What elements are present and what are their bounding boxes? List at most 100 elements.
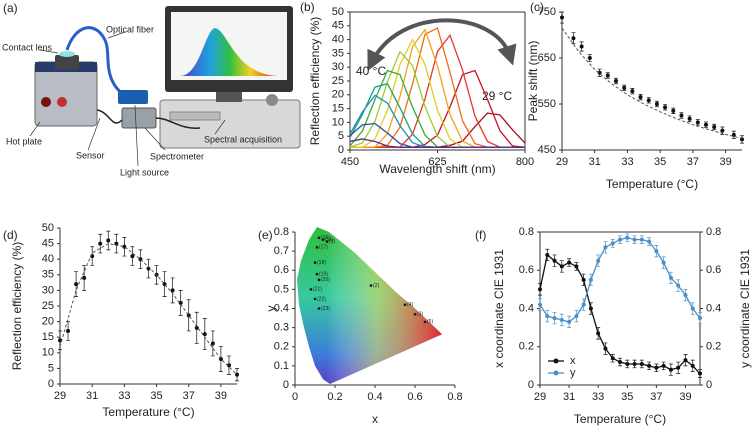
point bbox=[581, 277, 586, 282]
point-label: (16) bbox=[321, 235, 330, 241]
point bbox=[581, 302, 586, 307]
point bbox=[605, 73, 610, 78]
setup-illustration: (a) Optical fiber Contact lens Hot plate… bbox=[2, 1, 301, 177]
x-tick-label: 33 bbox=[118, 390, 130, 402]
point bbox=[552, 258, 557, 263]
knob bbox=[57, 97, 67, 107]
point bbox=[194, 325, 199, 330]
y-tick-label: 0.2 bbox=[274, 341, 289, 353]
y-tick-label: 750 bbox=[538, 6, 556, 18]
point bbox=[712, 125, 717, 129]
x-tick-label: 29 bbox=[54, 390, 66, 402]
point bbox=[114, 241, 119, 246]
y-tick-label: 15 bbox=[332, 103, 344, 115]
point bbox=[632, 361, 637, 366]
camera bbox=[266, 94, 278, 106]
series-line bbox=[539, 253, 701, 374]
y-tick-label: 40 bbox=[332, 34, 344, 46]
point bbox=[603, 346, 608, 351]
optical-fiber bbox=[65, 26, 129, 100]
y-tick-label: 0.3 bbox=[274, 322, 289, 334]
point bbox=[423, 320, 427, 324]
y-tick-label: 35 bbox=[42, 269, 54, 281]
point bbox=[567, 260, 572, 265]
gamut-overlay bbox=[297, 227, 442, 384]
point bbox=[639, 361, 644, 366]
point bbox=[654, 102, 659, 106]
point bbox=[618, 237, 622, 242]
point bbox=[321, 238, 325, 241]
point bbox=[571, 36, 576, 41]
y2-tick-label: 0.8 bbox=[706, 226, 721, 238]
y-tick-label: 650 bbox=[538, 52, 556, 64]
y-tick-label: 30 bbox=[42, 284, 54, 296]
panel-label: (e) bbox=[258, 228, 273, 242]
point bbox=[671, 108, 676, 113]
point bbox=[309, 288, 313, 291]
y-tick-label: 25 bbox=[42, 300, 54, 312]
point bbox=[646, 98, 651, 103]
y-axis-title: Reflection efficiency (%) bbox=[10, 242, 24, 371]
panel-label: (d) bbox=[3, 228, 18, 242]
y-tick-label: 10 bbox=[332, 116, 344, 128]
series-line bbox=[59, 243, 238, 375]
y-tick-label: 0.4 bbox=[274, 302, 289, 314]
point bbox=[668, 275, 673, 280]
point-label: (22) bbox=[317, 296, 326, 302]
point bbox=[130, 254, 135, 259]
x-tick-label: 0 bbox=[292, 391, 298, 403]
point bbox=[588, 306, 593, 311]
y2-tick-label: 0.4 bbox=[706, 302, 721, 314]
x-tick-label: 800 bbox=[516, 156, 534, 168]
point bbox=[178, 300, 183, 305]
point-label: (4) bbox=[407, 302, 413, 308]
point bbox=[202, 332, 207, 337]
point-label: (23) bbox=[321, 306, 330, 312]
point bbox=[567, 319, 572, 324]
point bbox=[559, 264, 564, 269]
point bbox=[698, 316, 702, 321]
point bbox=[690, 363, 695, 368]
point bbox=[630, 89, 635, 94]
x-tick-label: 33 bbox=[592, 391, 604, 403]
y-tick-label: 0.6 bbox=[519, 264, 534, 276]
legend-marker bbox=[553, 358, 559, 364]
y2-tick-label: 0.2 bbox=[706, 341, 721, 353]
point bbox=[618, 360, 622, 365]
y2-tick-label: 0 bbox=[706, 379, 712, 391]
x-tick-label: 39 bbox=[679, 391, 691, 403]
legend-label: x bbox=[570, 355, 576, 367]
point bbox=[683, 293, 688, 298]
setup-label: Contact lens bbox=[2, 42, 53, 52]
y-tick-label: 50 bbox=[42, 222, 54, 234]
point bbox=[596, 331, 601, 336]
x-tick-label: 450 bbox=[341, 156, 359, 168]
series-line bbox=[561, 27, 743, 139]
setup-label: Optical fiber bbox=[106, 24, 154, 34]
series-line bbox=[539, 237, 701, 323]
x-axis-title: Temperature (°C) bbox=[102, 405, 194, 419]
point bbox=[679, 113, 684, 118]
holder bbox=[55, 55, 79, 69]
point bbox=[698, 371, 702, 376]
point bbox=[676, 365, 681, 370]
point-label: (17) bbox=[319, 245, 328, 251]
y-tick-label: 0.1 bbox=[274, 360, 289, 372]
point bbox=[545, 252, 550, 257]
point bbox=[654, 249, 659, 254]
point bbox=[647, 363, 652, 368]
y-tick-label: 30 bbox=[332, 61, 344, 73]
y-tick-label: 0.4 bbox=[519, 302, 534, 314]
point-label: (11) bbox=[325, 237, 334, 243]
setup-label: Sensor bbox=[76, 150, 105, 160]
point bbox=[663, 105, 668, 110]
point bbox=[315, 272, 319, 276]
leader bbox=[29, 121, 41, 137]
point bbox=[647, 239, 652, 244]
point bbox=[325, 240, 329, 243]
point bbox=[610, 241, 615, 246]
point bbox=[74, 282, 79, 287]
y-tick-label: 550 bbox=[538, 98, 556, 110]
point bbox=[538, 302, 542, 307]
